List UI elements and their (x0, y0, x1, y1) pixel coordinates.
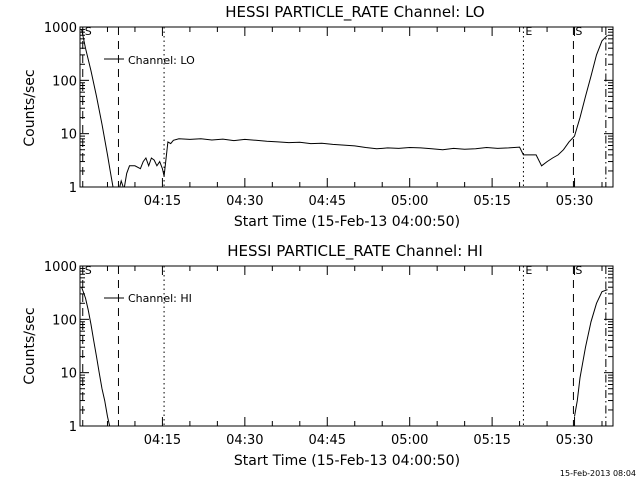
x-axis-label: Start Time (15-Feb-13 04:00:50) (234, 214, 460, 230)
y-axis-label: Counts/sec (22, 307, 38, 384)
series-line (81, 29, 608, 187)
y-tick-label: 1 (69, 420, 77, 435)
x-tick-label: 04:15 (144, 433, 181, 448)
y-axis-label: Counts/sec (22, 69, 38, 146)
x-tick-label: 05:00 (391, 194, 428, 209)
y-tick-label: 1000 (44, 260, 77, 275)
x-tick-label: 05:15 (473, 433, 510, 448)
y-tick-label: 100 (52, 313, 77, 328)
y-tick-label: 10 (60, 128, 77, 143)
legend-label: Channel: LO (128, 54, 195, 67)
x-tick-label: 04:45 (309, 433, 346, 448)
panel-channel-lo: HESSI PARTICLE_RATE Channel: LO Start Ti… (22, 3, 614, 230)
event-marker-label: S (575, 25, 582, 38)
event-marker-label: E (525, 25, 532, 38)
panel-channel-hi: HESSI PARTICLE_RATE Channel: HI Start Ti… (22, 242, 614, 469)
event-marker-label: S (85, 25, 92, 38)
y-tick-label: 1 (69, 181, 77, 196)
y-tick-label: 1000 (44, 21, 77, 36)
event-marker-label: E (525, 264, 532, 277)
x-tick-label: 04:15 (144, 194, 181, 209)
x-axis-label: Start Time (15-Feb-13 04:00:50) (234, 453, 460, 469)
y-tick-label: 100 (52, 74, 77, 89)
plot-frame (79, 265, 614, 427)
x-tick-label: 05:00 (391, 433, 428, 448)
x-tick-label: 05:15 (473, 194, 510, 209)
event-marker-label: S (85, 264, 92, 277)
chart-title: HESSI PARTICLE_RATE Channel: HI (227, 242, 483, 261)
x-tick-label: 05:30 (556, 194, 593, 209)
legend-label: Channel: HI (128, 292, 192, 305)
x-tick-label: 04:30 (226, 433, 263, 448)
plot-frame (79, 26, 614, 188)
y-tick-label: 10 (60, 367, 77, 382)
series-line (574, 289, 608, 417)
series-line (81, 287, 111, 426)
x-tick-label: 05:30 (556, 433, 593, 448)
x-tick-label: 04:45 (309, 194, 346, 209)
event-marker-label: S (575, 264, 582, 277)
chart-title: HESSI PARTICLE_RATE Channel: LO (225, 3, 484, 22)
footer-timestamp: 15-Feb-2013 08:04 (560, 469, 636, 478)
x-tick-label: 04:30 (226, 194, 263, 209)
